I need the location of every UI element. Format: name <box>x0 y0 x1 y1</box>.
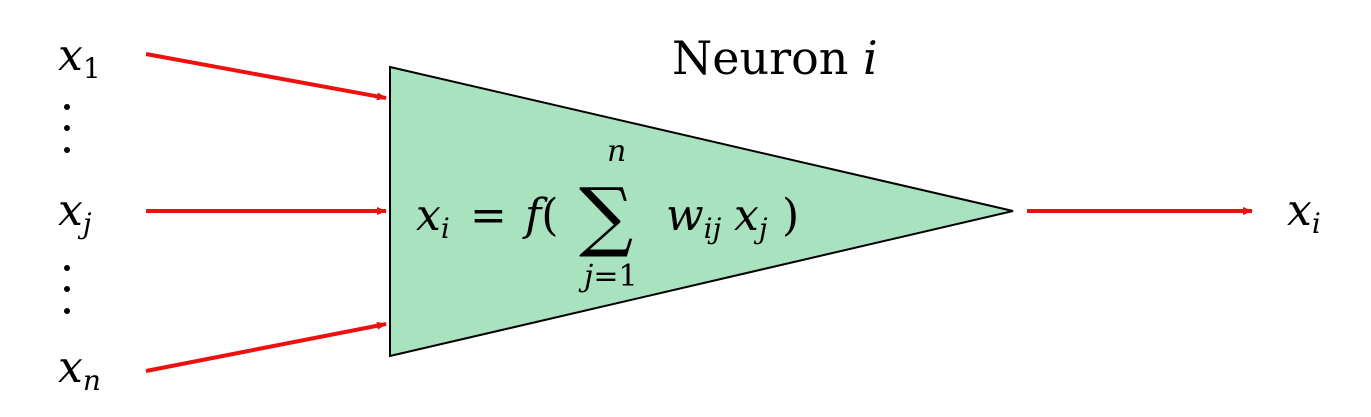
sum-upper-limit: n <box>607 134 626 169</box>
neuron-body <box>389 65 1014 358</box>
neuron-formula: xi = f( ∑ n j=1 wij xj ) <box>416 134 799 294</box>
input-arrow-n <box>145 321 387 373</box>
formula-close-paren: ) <box>782 190 799 241</box>
vertical-ellipsis-icon <box>64 265 70 314</box>
input-arrow-1 <box>145 52 387 101</box>
input-label-1: x1 <box>58 30 101 85</box>
input-label-n: xn <box>58 342 101 397</box>
neuron-title: Neuron i <box>672 31 878 85</box>
vertical-ellipsis-icon <box>64 104 70 153</box>
formula-func: f( <box>522 190 558 241</box>
sum-lower-limit: j=1 <box>578 259 638 294</box>
formula-weight: wij <box>666 190 722 245</box>
formula-term: xj <box>734 190 768 245</box>
sum-symbol: ∑ <box>579 171 633 260</box>
formula-equals: = <box>470 190 507 241</box>
input-label-j: xj <box>58 185 92 240</box>
formula-lhs: xi <box>416 190 450 245</box>
output-label: xi <box>1287 185 1321 240</box>
